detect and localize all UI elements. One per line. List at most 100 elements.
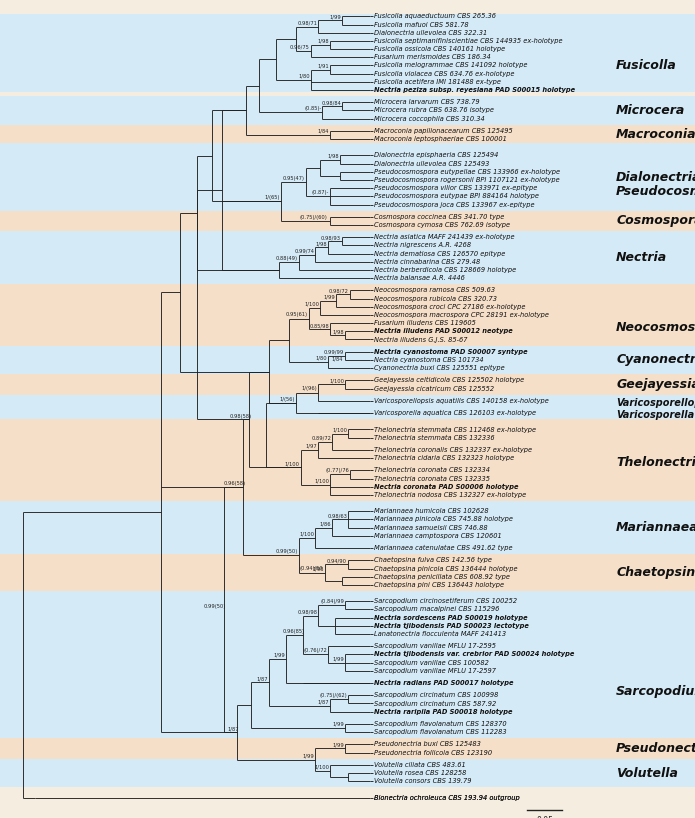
Bar bbox=[0, 738, 695, 759]
Text: Bionectria ochroleuca CBS 193.94 outgroup: Bionectria ochroleuca CBS 193.94 outgrou… bbox=[374, 794, 519, 801]
Text: Volutella: Volutella bbox=[616, 766, 678, 780]
Text: Sarcopodium: Sarcopodium bbox=[616, 685, 695, 698]
Text: Chaetopsina fulva CBS 142.56 type: Chaetopsina fulva CBS 142.56 type bbox=[374, 557, 491, 564]
Text: Nectria sordescens PAD S00019 holotype: Nectria sordescens PAD S00019 holotype bbox=[374, 614, 528, 621]
Bar bbox=[0, 231, 695, 285]
Bar bbox=[0, 591, 695, 738]
Text: Sarcopodium vanillae CBS 100582: Sarcopodium vanillae CBS 100582 bbox=[374, 659, 489, 666]
Text: Nectria balansae A.R. 4446: Nectria balansae A.R. 4446 bbox=[374, 275, 464, 281]
Bar bbox=[0, 125, 695, 143]
Text: 0.94/90: 0.94/90 bbox=[327, 558, 347, 563]
Text: Nectria asiatica MAFF 241439 ex-holotype: Nectria asiatica MAFF 241439 ex-holotype bbox=[374, 234, 514, 240]
Text: Sarcopodium circinatum CBS 100998: Sarcopodium circinatum CBS 100998 bbox=[374, 692, 498, 699]
Text: Volutella rosea CBS 128258: Volutella rosea CBS 128258 bbox=[374, 770, 466, 776]
Text: Neocosmospora croci CPC 27186 ex-holotype: Neocosmospora croci CPC 27186 ex-holotyp… bbox=[374, 303, 525, 310]
Text: Dialonectria episphaeria CBS 125494: Dialonectria episphaeria CBS 125494 bbox=[374, 152, 498, 159]
Text: Thelonectria cidaria CBS 132323 holotype: Thelonectria cidaria CBS 132323 holotype bbox=[374, 455, 514, 461]
Text: 0.98/71: 0.98/71 bbox=[297, 20, 318, 25]
Text: Mariannaea samuelsii CBS 746.88: Mariannaea samuelsii CBS 746.88 bbox=[374, 524, 487, 531]
Text: Chaetopsina pini CBS 136443 holotype: Chaetopsina pini CBS 136443 holotype bbox=[374, 582, 504, 588]
Bar bbox=[0, 97, 695, 124]
Text: 1/86: 1/86 bbox=[320, 521, 332, 527]
Text: Microcera rubra CBS 638.76 isotype: Microcera rubra CBS 638.76 isotype bbox=[374, 107, 493, 114]
Text: Varicosporella aquatica CBS 126103 ex-holotype: Varicosporella aquatica CBS 126103 ex-ho… bbox=[374, 410, 536, 416]
Text: (0.85)-: (0.85)- bbox=[304, 106, 321, 111]
Text: Thelonectria stemmata CBS 132336: Thelonectria stemmata CBS 132336 bbox=[374, 434, 494, 441]
Text: Sarcopodium circinosetiferum CBS 100252: Sarcopodium circinosetiferum CBS 100252 bbox=[374, 598, 517, 605]
Text: Cyanonectria: Cyanonectria bbox=[616, 353, 695, 366]
Bar bbox=[0, 759, 695, 787]
Text: Sarcopodium vanillae MFLU 17-2597: Sarcopodium vanillae MFLU 17-2597 bbox=[374, 667, 496, 674]
Text: 0.95(47): 0.95(47) bbox=[283, 176, 304, 181]
Text: Chaetopsina: Chaetopsina bbox=[616, 566, 695, 579]
Text: 1/99: 1/99 bbox=[303, 753, 314, 758]
Text: Nectria illudens G.J.S. 85-67: Nectria illudens G.J.S. 85-67 bbox=[374, 336, 467, 343]
Text: 1/97: 1/97 bbox=[306, 443, 318, 448]
Text: Dialonectria ullevolea CBS 322.31: Dialonectria ullevolea CBS 322.31 bbox=[374, 29, 487, 36]
Text: 0.89/72: 0.89/72 bbox=[311, 435, 332, 440]
Text: Pseudocosmospora joca CBS 133967 ex-epitype: Pseudocosmospora joca CBS 133967 ex-epit… bbox=[374, 201, 534, 208]
Text: Pseudonectria buxi CBS 125483: Pseudonectria buxi CBS 125483 bbox=[374, 741, 480, 748]
Text: Neocosmospora rubicola CBS 320.73: Neocosmospora rubicola CBS 320.73 bbox=[374, 295, 497, 302]
Text: Neocosmospora: Neocosmospora bbox=[616, 321, 695, 334]
Text: Mariannaea: Mariannaea bbox=[616, 521, 695, 534]
Bar bbox=[0, 419, 695, 501]
Text: Chaetopsina pinicola CBS 136444 holotype: Chaetopsina pinicola CBS 136444 holotype bbox=[374, 565, 517, 572]
Text: Dialonectria ullevolea CBS 125493: Dialonectria ullevolea CBS 125493 bbox=[374, 160, 489, 167]
Text: Pseudonectria follicola CBS 123190: Pseudonectria follicola CBS 123190 bbox=[374, 749, 492, 756]
Text: Thelonectria coronata CBS 132334: Thelonectria coronata CBS 132334 bbox=[374, 467, 489, 474]
Text: Pseudonectria: Pseudonectria bbox=[616, 742, 695, 755]
Text: Nectria coronata PAD S00006 holotype: Nectria coronata PAD S00006 holotype bbox=[374, 483, 518, 490]
Text: (0.94)/50: (0.94)/50 bbox=[300, 566, 323, 571]
Text: 1/100: 1/100 bbox=[285, 461, 300, 466]
Text: Cosmospora cymosa CBS 762.69 isotype: Cosmospora cymosa CBS 762.69 isotype bbox=[374, 222, 509, 228]
Text: 0.98/98: 0.98/98 bbox=[297, 609, 318, 614]
Text: Neocosmospora ramosa CBS 509.63: Neocosmospora ramosa CBS 509.63 bbox=[374, 287, 495, 294]
Text: 0.98/63: 0.98/63 bbox=[327, 513, 347, 519]
Text: (0.75)/(62): (0.75)/(62) bbox=[320, 693, 347, 699]
Text: 1/(96): 1/(96) bbox=[302, 386, 318, 392]
Text: Macroconia: Macroconia bbox=[616, 128, 695, 142]
Text: 0.99/74: 0.99/74 bbox=[295, 249, 314, 254]
Text: 1/99: 1/99 bbox=[332, 656, 344, 661]
Text: Pseudocosmospora eutypae BPI 884164 holotype: Pseudocosmospora eutypae BPI 884164 holo… bbox=[374, 193, 539, 200]
Text: 1/(65): 1/(65) bbox=[265, 196, 280, 200]
Text: 0.96(85): 0.96(85) bbox=[283, 629, 304, 634]
Text: Sarcopodium vanillae MFLU 17-2595: Sarcopodium vanillae MFLU 17-2595 bbox=[374, 643, 496, 649]
Text: 1/100: 1/100 bbox=[314, 765, 329, 770]
Text: Microcera larvarum CBS 738.79: Microcera larvarum CBS 738.79 bbox=[374, 99, 480, 106]
Text: Fusicolla violacea CBS 634.76 ex-holotype: Fusicolla violacea CBS 634.76 ex-holotyp… bbox=[374, 70, 514, 77]
Text: Nectria illudens PAD S00012 neotype: Nectria illudens PAD S00012 neotype bbox=[374, 328, 512, 335]
Text: Nectria nigrescens A.R. 4268: Nectria nigrescens A.R. 4268 bbox=[374, 242, 471, 249]
Text: Fusicolla mafuoi CBS 581.78: Fusicolla mafuoi CBS 581.78 bbox=[374, 21, 468, 28]
Bar bbox=[0, 555, 695, 591]
Text: Varicosporellopsis aquatilis CBS 140158 ex-holotype: Varicosporellopsis aquatilis CBS 140158 … bbox=[374, 398, 548, 404]
Text: Microcera coccophila CBS 310.34: Microcera coccophila CBS 310.34 bbox=[374, 115, 484, 122]
Text: 1/100: 1/100 bbox=[332, 427, 347, 432]
Text: 1/99: 1/99 bbox=[329, 14, 341, 19]
Text: 1/87: 1/87 bbox=[227, 726, 238, 731]
Text: Macroconia leptosphaeriae CBS 100001: Macroconia leptosphaeriae CBS 100001 bbox=[374, 136, 507, 142]
Text: Thelonectria: Thelonectria bbox=[616, 456, 695, 469]
Text: Pseudocosmospora eutypellae CBS 133966 ex-holotype: Pseudocosmospora eutypellae CBS 133966 e… bbox=[374, 169, 559, 175]
Bar bbox=[0, 15, 695, 92]
Text: Fusarium illudens CBS 119605: Fusarium illudens CBS 119605 bbox=[374, 320, 475, 326]
Text: 1/98: 1/98 bbox=[332, 329, 344, 334]
Text: 1/98: 1/98 bbox=[316, 241, 327, 246]
Text: Neocosmospora macrospora CPC 28191 ex-holotype: Neocosmospora macrospora CPC 28191 ex-ho… bbox=[374, 312, 548, 318]
Text: Nectria cyanostoma CBS 101734: Nectria cyanostoma CBS 101734 bbox=[374, 357, 483, 363]
Text: Sarcopodium flavolanatum CBS 128370: Sarcopodium flavolanatum CBS 128370 bbox=[374, 721, 506, 727]
Text: Geejayessia: Geejayessia bbox=[616, 378, 695, 391]
Text: (0.77)/76: (0.77)/76 bbox=[325, 468, 349, 473]
Text: Fusicolla acetifera IMI 181488 ex-type: Fusicolla acetifera IMI 181488 ex-type bbox=[374, 79, 500, 85]
Text: 0.96(58): 0.96(58) bbox=[224, 481, 245, 486]
Text: Thelonectria nodosa CBS 132327 ex-holotype: Thelonectria nodosa CBS 132327 ex-holoty… bbox=[374, 492, 526, 498]
Text: Fusarium merismoides CBS 186.34: Fusarium merismoides CBS 186.34 bbox=[374, 54, 491, 61]
Text: Bionectria ochroleuca CBS 193.94 outgroup: Bionectria ochroleuca CBS 193.94 outgrou… bbox=[374, 794, 519, 801]
Text: Thelonectria stemmata CBS 112468 ex-holotype: Thelonectria stemmata CBS 112468 ex-holo… bbox=[374, 426, 536, 433]
Text: Sarcopodium circinatum CBS 587.92: Sarcopodium circinatum CBS 587.92 bbox=[374, 700, 496, 707]
Text: (0.87)-: (0.87)- bbox=[312, 190, 329, 196]
Text: 0.85/98: 0.85/98 bbox=[309, 323, 329, 328]
Bar bbox=[0, 143, 695, 210]
Text: Geejayessia cicatricum CBS 125552: Geejayessia cicatricum CBS 125552 bbox=[374, 385, 493, 392]
